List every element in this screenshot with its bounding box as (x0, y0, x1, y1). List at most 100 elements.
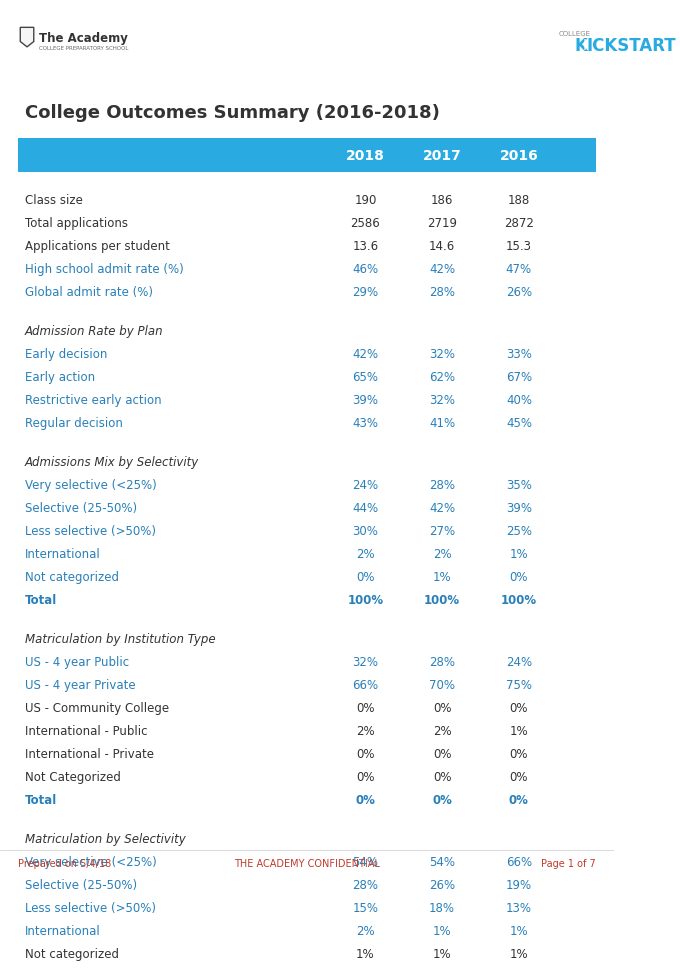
Text: US - 4 year Private: US - 4 year Private (24, 678, 135, 692)
Text: Applications per student: Applications per student (24, 239, 169, 253)
Text: 0%: 0% (509, 794, 529, 806)
Text: 0%: 0% (356, 571, 375, 583)
Text: 1%: 1% (433, 948, 452, 960)
Text: Restrictive early action: Restrictive early action (24, 393, 161, 406)
Text: 2017: 2017 (423, 149, 462, 163)
Text: 2%: 2% (356, 725, 375, 737)
Text: 15%: 15% (352, 901, 378, 915)
Text: 13.6: 13.6 (352, 239, 379, 253)
Text: 66%: 66% (506, 856, 532, 868)
Text: 0%: 0% (509, 747, 528, 761)
Text: 188: 188 (508, 194, 530, 206)
Text: Regular decision: Regular decision (24, 417, 122, 429)
Text: 100%: 100% (424, 593, 460, 607)
Text: 65%: 65% (352, 370, 378, 384)
Text: Prepared on 5/4/18: Prepared on 5/4/18 (18, 858, 112, 868)
Text: 28%: 28% (352, 879, 378, 891)
Text: 0%: 0% (356, 702, 375, 714)
Text: 32%: 32% (429, 348, 455, 360)
Text: 27%: 27% (429, 524, 455, 538)
Text: International - Private: International - Private (24, 747, 154, 761)
Text: Total: Total (24, 593, 57, 607)
Text: 24%: 24% (352, 479, 379, 491)
Text: 18%: 18% (429, 901, 455, 915)
Text: 2%: 2% (433, 725, 452, 737)
Text: 70%: 70% (429, 678, 455, 692)
Text: US - 4 year Public: US - 4 year Public (24, 655, 129, 669)
Text: Less selective (>50%): Less selective (>50%) (24, 524, 156, 538)
Text: Less selective (>50%): Less selective (>50%) (24, 901, 156, 915)
Text: 1%: 1% (356, 948, 375, 960)
Text: 28%: 28% (429, 655, 455, 669)
Text: Not categorized: Not categorized (24, 948, 118, 960)
Text: Total: Total (24, 794, 57, 806)
Text: Early action: Early action (24, 370, 95, 384)
Text: Very selective (<25%): Very selective (<25%) (24, 479, 156, 491)
Text: COLLEGE: COLLEGE (558, 31, 590, 37)
Text: Matriculation by Selectivity: Matriculation by Selectivity (24, 832, 186, 845)
Text: 100%: 100% (347, 593, 384, 607)
Text: 0%: 0% (509, 702, 528, 714)
Text: Admission Rate by Plan: Admission Rate by Plan (24, 325, 163, 337)
Text: International: International (24, 547, 101, 560)
Text: 54%: 54% (352, 856, 378, 868)
Text: 0%: 0% (509, 770, 528, 784)
Text: 2%: 2% (433, 547, 452, 560)
Text: International: International (24, 924, 101, 937)
Text: COLLEGE PREPARATORY SCHOOL: COLLEGE PREPARATORY SCHOOL (39, 47, 128, 51)
Text: Very selective (<25%): Very selective (<25%) (24, 856, 156, 868)
Text: 43%: 43% (352, 417, 378, 429)
Text: 1%: 1% (433, 924, 452, 937)
Text: 42%: 42% (429, 263, 455, 275)
Text: Total applications: Total applications (24, 216, 128, 230)
Text: 0%: 0% (356, 770, 375, 784)
Text: 1%: 1% (509, 948, 528, 960)
Text: 2%: 2% (356, 547, 375, 560)
Text: 47%: 47% (506, 263, 532, 275)
Text: 62%: 62% (429, 370, 455, 384)
Text: 1%: 1% (509, 547, 528, 560)
Text: 2016: 2016 (500, 149, 539, 163)
Text: 15.3: 15.3 (506, 239, 532, 253)
Text: 2586: 2586 (350, 216, 380, 230)
Text: Global admit rate (%): Global admit rate (%) (24, 286, 152, 298)
Text: 41%: 41% (429, 417, 455, 429)
FancyBboxPatch shape (18, 139, 596, 172)
Text: ICKSTART: ICKSTART (586, 37, 676, 55)
Text: US - Community College: US - Community College (24, 702, 169, 714)
Text: 2018: 2018 (346, 149, 385, 163)
Text: 44%: 44% (352, 501, 379, 515)
Text: THE ACADEMY CONFIDENTIAL: THE ACADEMY CONFIDENTIAL (234, 858, 380, 868)
Text: 35%: 35% (506, 479, 532, 491)
Text: 2%: 2% (356, 924, 375, 937)
Text: 28%: 28% (429, 479, 455, 491)
Text: 42%: 42% (429, 501, 455, 515)
Text: K: K (574, 37, 587, 55)
Text: 29%: 29% (352, 286, 379, 298)
Text: 30%: 30% (352, 524, 378, 538)
Text: 1%: 1% (509, 725, 528, 737)
Text: |: | (583, 39, 587, 49)
Text: 40%: 40% (506, 393, 532, 406)
Text: 19%: 19% (506, 879, 532, 891)
Text: 75%: 75% (506, 678, 532, 692)
Text: 42%: 42% (352, 348, 379, 360)
Text: Selective (25-50%): Selective (25-50%) (24, 879, 137, 891)
Text: 0%: 0% (509, 571, 528, 583)
Text: 32%: 32% (352, 655, 378, 669)
Text: 2719: 2719 (427, 216, 457, 230)
Text: 2872: 2872 (504, 216, 534, 230)
Text: 25%: 25% (506, 524, 532, 538)
Text: 0%: 0% (356, 794, 375, 806)
Text: 1%: 1% (509, 924, 528, 937)
Text: 0%: 0% (356, 747, 375, 761)
Polygon shape (20, 28, 34, 47)
Text: Page 1 of 7: Page 1 of 7 (541, 858, 596, 868)
Text: Not categorized: Not categorized (24, 571, 118, 583)
Text: Selective (25-50%): Selective (25-50%) (24, 501, 137, 515)
Text: 26%: 26% (429, 879, 455, 891)
Text: 67%: 67% (506, 370, 532, 384)
Text: 0%: 0% (433, 747, 452, 761)
Text: 0%: 0% (433, 702, 452, 714)
Text: 28%: 28% (429, 286, 455, 298)
